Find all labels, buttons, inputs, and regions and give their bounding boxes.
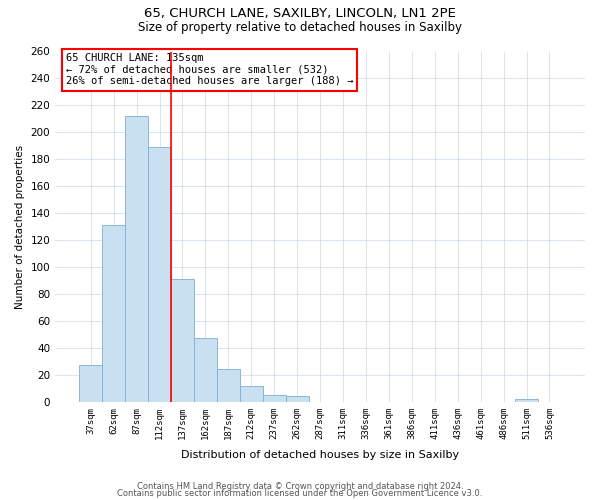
Bar — [286, 396, 308, 402]
Text: 65, CHURCH LANE, SAXILBY, LINCOLN, LN1 2PE: 65, CHURCH LANE, SAXILBY, LINCOLN, LN1 2… — [144, 8, 456, 20]
Bar — [148, 147, 171, 402]
Text: 65 CHURCH LANE: 135sqm
← 72% of detached houses are smaller (532)
26% of semi-de: 65 CHURCH LANE: 135sqm ← 72% of detached… — [66, 54, 353, 86]
Text: Contains public sector information licensed under the Open Government Licence v3: Contains public sector information licen… — [118, 490, 482, 498]
Bar — [240, 386, 263, 402]
Bar — [263, 395, 286, 402]
Bar — [79, 366, 102, 402]
Bar — [171, 279, 194, 402]
Text: Size of property relative to detached houses in Saxilby: Size of property relative to detached ho… — [138, 21, 462, 34]
X-axis label: Distribution of detached houses by size in Saxilby: Distribution of detached houses by size … — [181, 450, 459, 460]
Y-axis label: Number of detached properties: Number of detached properties — [15, 144, 25, 308]
Bar — [194, 338, 217, 402]
Bar — [125, 116, 148, 402]
Bar — [217, 370, 240, 402]
Bar — [515, 399, 538, 402]
Text: Contains HM Land Registry data © Crown copyright and database right 2024.: Contains HM Land Registry data © Crown c… — [137, 482, 463, 491]
Bar — [102, 226, 125, 402]
